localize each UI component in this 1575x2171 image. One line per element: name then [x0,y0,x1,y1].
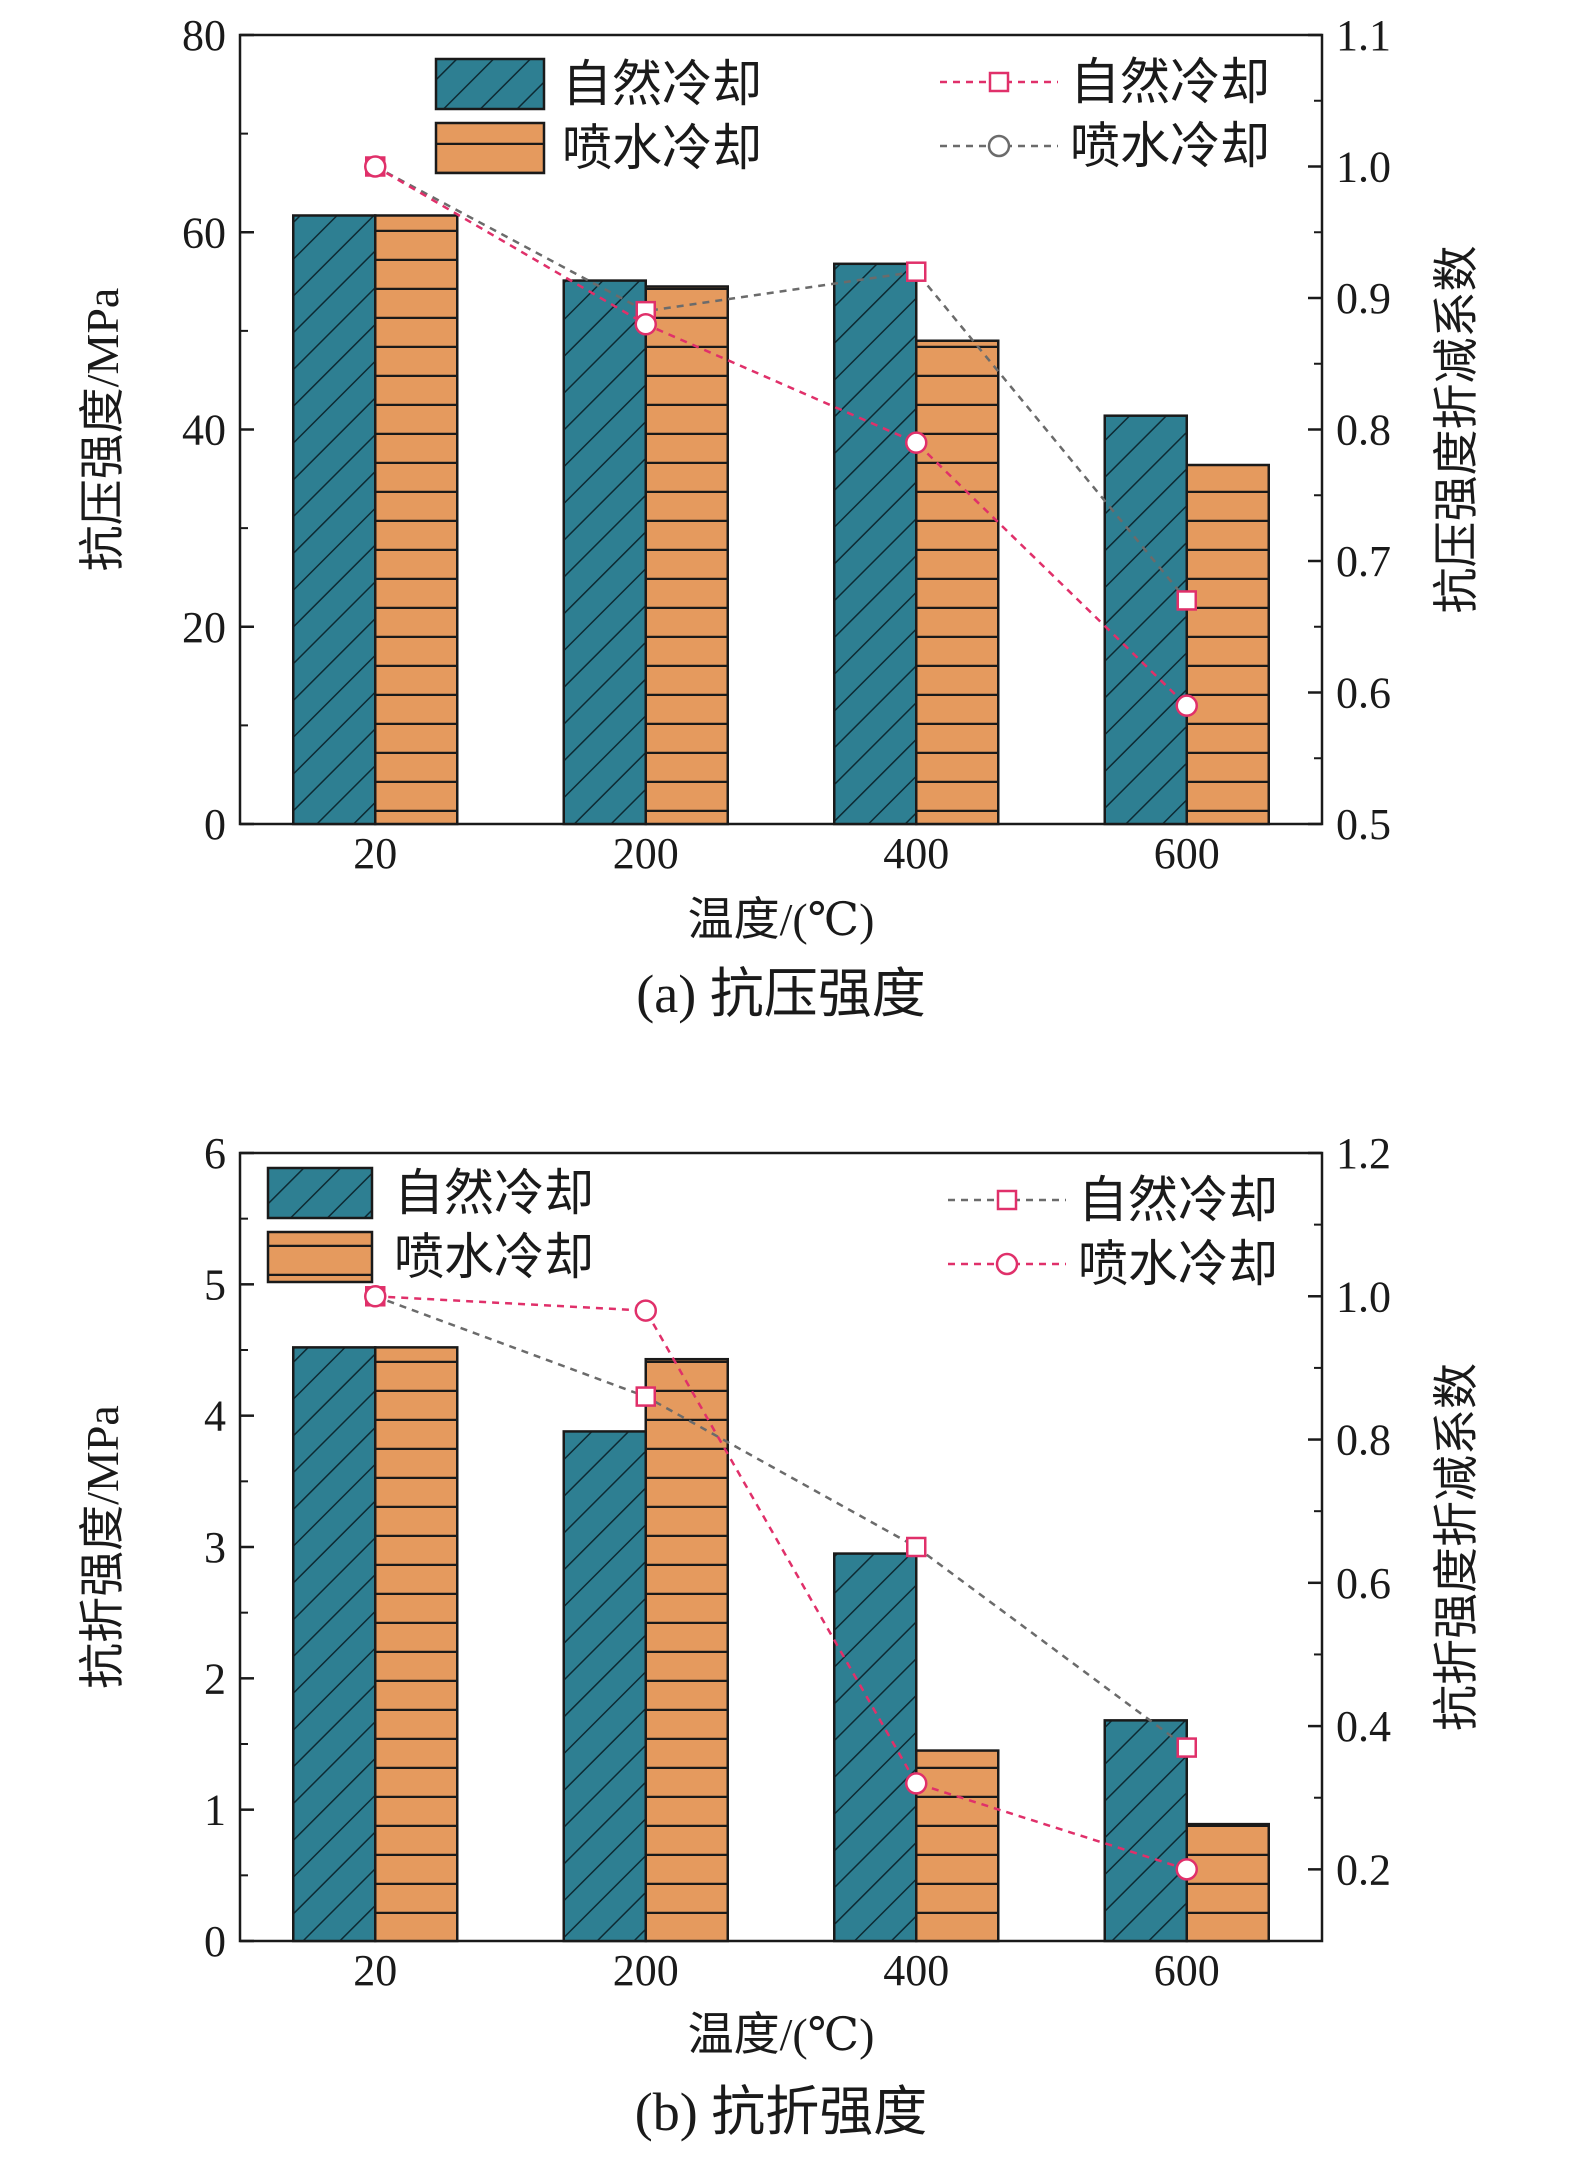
x-tick-label: 600 [1154,829,1220,878]
legend-marker-circle [995,1252,1019,1276]
line-spray-cooling-reduction [375,1295,1188,1871]
bar-natural-cooling [1103,414,1188,826]
panel-caption: (a) 抗压强度 [636,964,925,1024]
marker-circle [1175,1858,1198,1881]
y-tick-label: 60 [182,208,226,257]
bar-spray-cooling [915,1749,1000,1943]
marker-square [1176,590,1197,611]
legend-label: 喷水冷却 [1078,1236,1278,1292]
line-spray-cooling-reduction [374,165,1188,707]
legend-label: 喷水冷却 [1070,118,1270,174]
y-tick-label: 1 [204,1786,226,1835]
marker-circle [905,1772,928,1795]
chart-compressive-strength: 0 20 40 60 80 0.5 0.6 0.7 0.8 0.9 1.0 1.1 20 200 400 60… [77,11,1482,1024]
x-axis-title: 温度/(℃) [688,894,875,945]
y-tick-label: 0 [204,1917,226,1966]
y2-tick-label: 0.8 [1336,406,1391,455]
y2-tick-label: 1.2 [1336,1129,1391,1178]
bar-spray-cooling [915,339,1000,826]
x-tick-label: 600 [1154,1946,1220,1995]
marker-circle [364,155,387,178]
y-axis-title: 抗压强度/MPa [77,288,128,572]
legend-marker-circle [987,134,1011,158]
marker-circle [364,1285,387,1308]
y2-tick-label: 0.5 [1336,800,1391,849]
x-tick-label: 20 [353,829,397,878]
y2-axis-title: 抗压强度折减系数 [1431,246,1482,614]
y2-tick-label: 1.0 [1336,143,1391,192]
legend-swatch [434,121,546,175]
y-tick-label: 80 [182,11,226,60]
y-tick-label: 0 [204,800,226,849]
bar-spray-cooling [374,1346,459,1943]
legend-label: 喷水冷却 [394,1229,594,1285]
marker-square [906,261,927,282]
y2-tick-label: 0.6 [1336,669,1391,718]
bar-natural-cooling [292,214,377,826]
marker-square [906,1536,927,1558]
bar-natural-cooling [562,1430,647,1943]
legend-label: 自然冷却 [394,1165,594,1221]
y2-tick-label: 0.4 [1336,1702,1391,1751]
y-axis-title: 抗折强度/MPa [77,1405,128,1689]
y-tick-label: 20 [182,603,226,652]
y2-tick-label: 0.2 [1336,1845,1391,1894]
y-tick-label: 4 [204,1392,226,1441]
y-tick-label: 2 [204,1654,226,1703]
y-tick-label: 40 [182,406,226,455]
x-axis-title: 温度/(℃) [688,2009,875,2060]
x-tick-label: 200 [613,829,679,878]
x-tick-label: 400 [883,1946,949,1995]
panel-caption: (b) 抗折强度 [635,2082,927,2142]
marker-square [1176,1737,1197,1758]
bar-natural-cooling [292,1346,377,1943]
bar-natural-cooling [562,279,647,826]
bar-spray-cooling [644,285,729,826]
chart-flexural-strength: 0 1 2 3 4 5 6 0.2 0.4 0.6 0.8 1.0 1.2 20 200 400 600 自然冷却… [77,1129,1482,2142]
y-tick-label: 3 [204,1523,226,1572]
y2-axis-title: 抗折强度折减系数 [1431,1363,1482,1731]
line-natural-cooling-reduction [374,165,1188,602]
legend-label: 自然冷却 [562,56,762,112]
x-tick-label: 20 [353,1946,397,1995]
line-natural-cooling-reduction [374,1295,1188,1749]
legend-label: 喷水冷却 [562,120,762,176]
bar-spray-cooling [1185,463,1270,826]
marker-square [635,1386,656,1407]
marker-circle [634,313,657,336]
legend-marker-square [996,1189,1018,1211]
y2-tick-label: 1.1 [1336,11,1391,60]
bar-spray-cooling [1185,1822,1270,1943]
y2-tick-label: 0.7 [1336,537,1391,586]
y-tick-label: 5 [204,1260,226,1309]
bar-natural-cooling [1103,1719,1188,1943]
bar-natural-cooling [833,1552,918,1943]
y2-tick-label: 0.6 [1336,1559,1391,1608]
marker-circle [1175,694,1198,717]
legend-swatch [266,1230,374,1284]
bar-spray-cooling [374,214,459,826]
y2-tick-label: 1.0 [1336,1272,1391,1321]
x-tick-label: 400 [883,829,949,878]
y2-tick-label: 0.8 [1336,1416,1391,1465]
marker-circle [905,431,928,454]
legend-label: 自然冷却 [1070,54,1270,110]
x-tick-label: 200 [613,1946,679,1995]
marker-circle [634,1299,657,1322]
legend-swatch [266,1166,374,1220]
bar-spray-cooling [644,1357,729,1943]
bar-natural-cooling [833,262,918,826]
legend-label: 自然冷却 [1078,1172,1278,1228]
legend-marker-square [988,71,1010,93]
legend-swatch [434,57,546,111]
y-tick-label: 6 [204,1129,226,1178]
y2-tick-label: 0.9 [1336,274,1391,323]
